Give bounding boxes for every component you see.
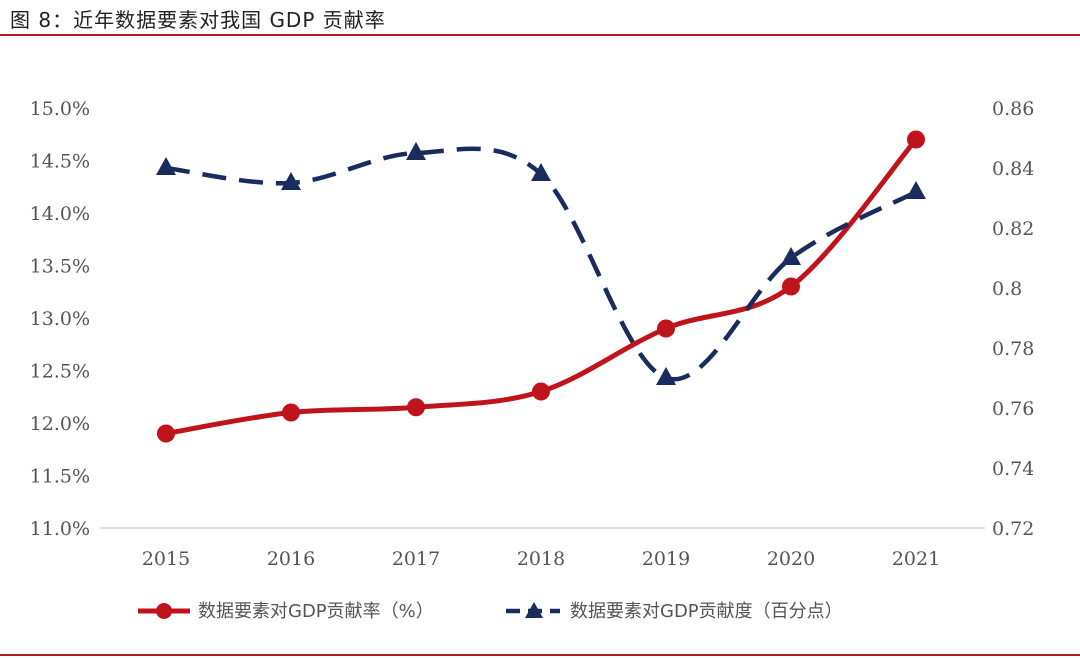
legend-contribution-rate-label: 数据要素对GDP贡献率（%） xyxy=(198,601,434,622)
x-tick-label: 2019 xyxy=(642,548,690,570)
x-tick-label: 2016 xyxy=(267,548,315,570)
left-tick-label: 15.0% xyxy=(30,98,90,120)
x-tick-label: 2015 xyxy=(142,548,190,570)
contribution-degree-point xyxy=(906,181,926,199)
right-tick-label: 0.76 xyxy=(992,398,1034,420)
x-tick-label: 2017 xyxy=(392,548,440,570)
contribution-rate-point xyxy=(157,424,175,443)
right-tick-label: 0.72 xyxy=(992,518,1034,540)
left-tick-label: 11.5% xyxy=(30,466,90,488)
right-tick-label: 0.86 xyxy=(992,98,1034,120)
left-tick-label: 11.0% xyxy=(30,518,90,540)
right-axis-ticks: 0.72 0.74 0.76 0.78 0.8 0.82 0.84 0.86 xyxy=(992,98,1034,540)
top-divider xyxy=(0,34,1080,36)
legend-contribution-degree-marker xyxy=(525,602,543,618)
contribution-rate-point xyxy=(532,382,550,401)
contribution-rate-point xyxy=(657,319,675,338)
right-tick-label: 0.84 xyxy=(992,158,1034,180)
x-tick-label: 2020 xyxy=(767,548,815,570)
right-tick-label: 0.8 xyxy=(992,278,1022,300)
contribution-degree-point xyxy=(406,142,426,160)
series-contribution-degree-line xyxy=(165,146,918,382)
right-tick-label: 0.78 xyxy=(992,338,1034,360)
contribution-degree-point xyxy=(531,163,551,181)
left-tick-label: 14.5% xyxy=(30,151,90,173)
contribution-rate-point xyxy=(907,130,925,149)
left-tick-label: 12.0% xyxy=(30,413,90,435)
legend-contribution-degree-label: 数据要素对GDP贡献度（百分点） xyxy=(570,601,843,622)
series-contribution-degree-markers xyxy=(156,142,926,385)
contribution-degree-point xyxy=(781,247,801,265)
legend-contribution-rate-marker xyxy=(156,603,172,619)
left-axis-ticks: 11.0% 11.5% 12.0% 12.5% 13.0% 13.5% 14.0% 14.5%… xyxy=(30,98,90,540)
contribution-degree-point xyxy=(156,157,176,175)
figure-title: 图 8：近年数据要素对我国 GDP 贡献率 xyxy=(10,8,386,32)
left-tick-label: 12.5% xyxy=(30,361,90,383)
legend: 数据要素对GDP贡献率（%） 数据要素对GDP贡献度（百分点） xyxy=(138,601,843,622)
contribution-rate-point xyxy=(782,277,800,296)
contribution-rate-point xyxy=(282,403,300,422)
x-tick-label: 2018 xyxy=(517,548,565,570)
x-tick-label: 2021 xyxy=(892,548,940,570)
left-tick-label: 13.0% xyxy=(30,308,90,330)
series-contribution-rate-markers xyxy=(157,130,925,443)
bottom-divider xyxy=(0,654,1080,656)
contribution-degree-point xyxy=(281,172,301,190)
left-tick-label: 13.5% xyxy=(30,256,90,278)
contribution-rate-point xyxy=(407,398,425,417)
x-axis-ticks: 2015 2016 2017 2018 2019 2020 2021 xyxy=(142,548,940,570)
right-tick-label: 0.82 xyxy=(992,218,1034,240)
contribution-degree-point xyxy=(656,367,676,385)
right-tick-label: 0.74 xyxy=(992,458,1034,480)
left-tick-label: 14.0% xyxy=(30,203,90,225)
